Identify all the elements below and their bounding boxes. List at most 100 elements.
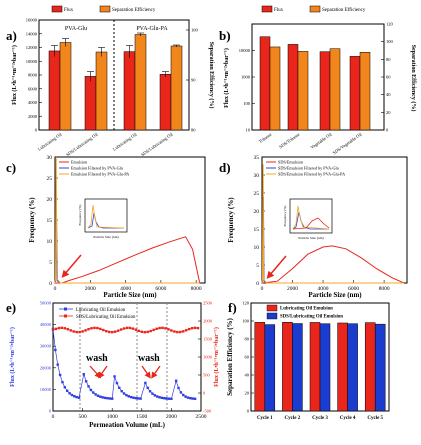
x-tick-label: Cycle 1: [257, 416, 273, 421]
y-tick-label: 0: [49, 281, 52, 287]
legend-marker: [64, 314, 67, 318]
data-point-lubricating: [101, 396, 104, 399]
sep-bar: [134, 34, 147, 131]
y-tick-label: 0: [35, 128, 38, 133]
x-tick-label: Cycle 2: [285, 416, 301, 421]
legend-label: SDS/Lubricating Oil Emulsion: [280, 315, 343, 320]
data-point-sds: [93, 326, 96, 330]
flux-bar: [349, 56, 361, 131]
sep-bar: [269, 46, 281, 131]
y2-tick-label: -500: [203, 409, 212, 414]
data-point-sds: [96, 326, 99, 330]
data-point-sds: [87, 327, 90, 331]
panel-a: a) PVA-Glu PVA-Glu-PA Flux Separation Ef…: [6, 5, 215, 157]
y2-tick-label: 2000: [203, 319, 213, 324]
data-point-lubricating: [84, 380, 88, 383]
y2label-e: Flux (L•h⁻¹•m⁻²•bar⁻¹): [213, 327, 220, 387]
distribution-curve: [261, 164, 404, 284]
data-point-lubricating: [144, 381, 147, 385]
x-tick-label: 2000: [287, 286, 298, 292]
data-point-sds: [63, 327, 67, 330]
y2-tick-label: 0: [203, 391, 206, 396]
x-tick-label: 0: [261, 286, 264, 292]
sep-bar: [59, 42, 72, 131]
data-point-sds: [90, 327, 93, 330]
sep-bar: [329, 48, 341, 131]
data-point-lubricating: [118, 386, 121, 390]
wash-arrow-2a: [141, 365, 151, 379]
distribution-curve: [55, 236, 201, 284]
series-line-lubricating: [52, 328, 196, 400]
panel-label-f: f): [228, 300, 237, 315]
data-point-lubricating: [151, 392, 154, 395]
x-tick-label: 6000: [348, 286, 359, 292]
data-point-sds: [57, 326, 61, 330]
data-point-sds: [187, 327, 191, 331]
flux-bar: [159, 74, 172, 131]
data-point-sds: [179, 330, 182, 334]
arrow-d: [266, 255, 287, 279]
data-point-lubricating: [127, 395, 130, 398]
wash-arrow-1b: [98, 365, 108, 379]
inset-d-orange-curve: [292, 205, 330, 230]
legend-f: Lubricating Oil Emulsion SDS/Lubricating …: [266, 304, 343, 320]
data-point-lubricating: [134, 396, 138, 400]
inset-c-xlabel: Particle Size (nm): [93, 235, 119, 239]
data-point-sds: [66, 328, 69, 331]
bar-sds: [374, 323, 386, 412]
legend-label: Emulsion Filtered by PVA-Glu-PA: [71, 172, 129, 177]
x-tick-label: Lubricating Oil: [37, 131, 63, 152]
bar-sds: [264, 324, 276, 412]
y-tick-label: 20: [245, 391, 250, 396]
x-tick-label: Vegetable Oil: [310, 131, 334, 150]
data-point-sds: [185, 329, 188, 332]
legend-label: SDS/Emulsion Filtered by PVA-Glu-PA: [278, 172, 345, 177]
y-tick-label: 80: [245, 337, 250, 342]
inset-d-ylabel: Frequency (%): [283, 205, 287, 227]
data-point-sds: [72, 330, 75, 333]
panel-c: c) 0 5 10 15 20 25 30 0 2000 4000 6000 8000 Emulsi…: [6, 155, 206, 299]
data-point-lubricating: [61, 380, 64, 384]
legend-swatch: [266, 304, 278, 312]
data-point-lubricating: [179, 391, 183, 394]
panel-d: d) 0 5 10 15 20 25 30 35 0 2000 4000 6000 8000 SDS/…: [219, 155, 408, 299]
y2-tick-label: 2500: [203, 301, 213, 306]
data-point-lubricating: [160, 396, 164, 400]
data-point-sds: [105, 329, 108, 333]
flux-bar: [123, 51, 136, 131]
y2label-a: Separation Efficiency (%): [208, 42, 215, 109]
distribution-curve: [54, 156, 200, 284]
data-point-sds: [146, 330, 149, 334]
data-point-lubricating: [148, 390, 152, 393]
data-point-lubricating: [191, 397, 194, 400]
data-point-lubricating: [193, 397, 197, 400]
y-tick-label: 20: [47, 197, 53, 203]
y-tick-label: 10000: [239, 48, 251, 53]
bar-sds: [292, 323, 303, 412]
panel-label-b: b): [219, 28, 231, 43]
y-tick-label: 20: [254, 209, 260, 215]
data-point-lubricating: [108, 397, 112, 400]
bar-lubricating: [337, 322, 348, 412]
y-tick-label: 120: [242, 301, 250, 306]
y-tick-label: 30000: [40, 344, 52, 349]
data-point-sds: [143, 330, 146, 334]
data-point-sds: [152, 328, 155, 332]
data-point-sds: [182, 330, 185, 333]
y-tick-label: 10000: [40, 387, 52, 392]
annotation-wash-2: wash: [138, 353, 160, 364]
data-point-sds: [81, 330, 84, 333]
y-tick-label: 10: [246, 128, 251, 133]
x-tick-label: SDS/Lubricating Oil: [65, 131, 99, 157]
y-tick-label: 16000: [26, 18, 38, 23]
data-point-lubricating: [158, 396, 161, 399]
data-point-sds: [164, 327, 167, 330]
y-tick-label: 6000: [28, 86, 38, 91]
data-point-lubricating: [56, 363, 59, 366]
wash-arrow-1a: [89, 365, 102, 379]
y-tick-label: 10000: [26, 59, 38, 64]
data-point-lubricating: [94, 393, 97, 396]
flux-bar: [48, 50, 61, 131]
ylabel-b: Flux (L•h⁻¹•m⁻²•bar⁻¹): [223, 48, 230, 108]
